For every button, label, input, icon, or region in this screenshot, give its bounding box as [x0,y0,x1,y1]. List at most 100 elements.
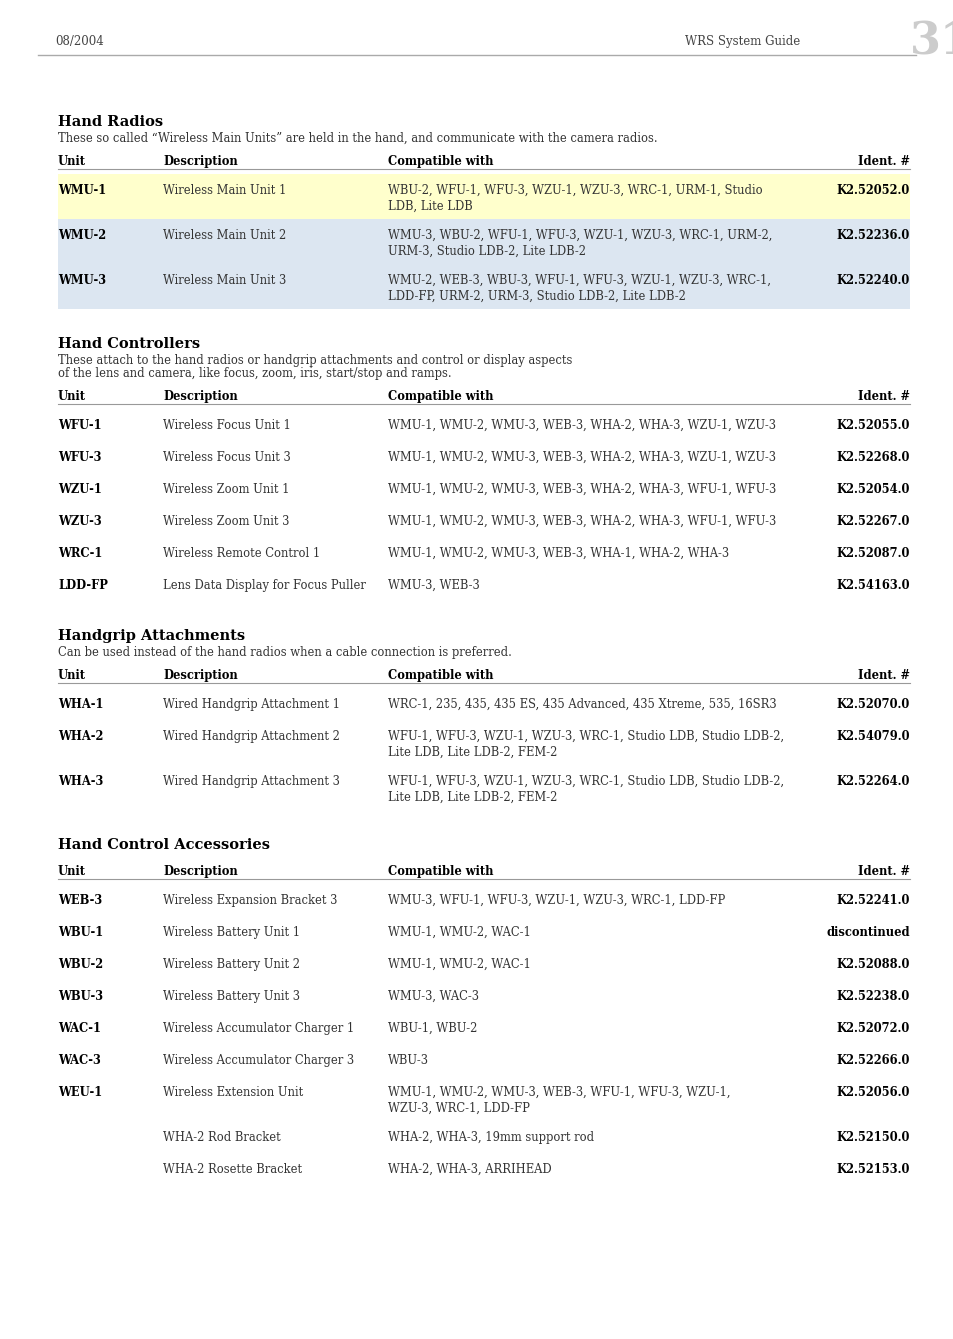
Text: Wireless Zoom Unit 1: Wireless Zoom Unit 1 [163,483,289,495]
Bar [58,220,909,264]
Text: LDD-FP, URM-2, URM-3, Studio LDB-2, Lite LDB-2: LDD-FP, URM-2, URM-3, Studio LDB-2, Lite… [388,289,685,303]
Text: Wireless Battery Unit 3: Wireless Battery Unit 3 [163,990,299,1003]
Text: Unit: Unit [58,865,86,878]
Text: K2.52241.0: K2.52241.0 [836,894,909,907]
Text: WHA-3: WHA-3 [58,775,103,787]
Text: K2.52150.0: K2.52150.0 [836,1131,909,1144]
Text: WMU-2, WEB-3, WBU-3, WFU-1, WFU-3, WZU-1, WZU-3, WRC-1,: WMU-2, WEB-3, WBU-3, WFU-1, WFU-3, WZU-1… [388,274,770,287]
Text: 31: 31 [909,20,953,63]
Bar [58,174,909,220]
Text: Ident. #: Ident. # [857,390,909,403]
Text: WHA-1: WHA-1 [58,698,103,711]
Text: Wireless Accumulator Charger 1: Wireless Accumulator Charger 1 [163,1022,354,1035]
Text: K2.52070.0: K2.52070.0 [836,698,909,711]
Text: Hand Radios: Hand Radios [58,115,163,129]
Text: Hand Controllers: Hand Controllers [58,337,200,351]
Text: WBU-2, WFU-1, WFU-3, WZU-1, WZU-3, WRC-1, URM-1, Studio: WBU-2, WFU-1, WFU-3, WZU-1, WZU-3, WRC-1… [388,183,761,197]
Text: Unit: Unit [58,670,86,682]
Text: WZU-1: WZU-1 [58,483,102,495]
Text: WMU-3: WMU-3 [58,274,106,287]
Text: LDD-FP: LDD-FP [58,578,108,592]
Text: Wired Handgrip Attachment 3: Wired Handgrip Attachment 3 [163,775,339,787]
Text: K2.52267.0: K2.52267.0 [836,516,909,528]
Text: Wireless Extension Unit: Wireless Extension Unit [163,1086,303,1099]
Text: WAC-1: WAC-1 [58,1022,101,1035]
Text: Wireless Remote Control 1: Wireless Remote Control 1 [163,548,320,560]
Text: Wireless Battery Unit 1: Wireless Battery Unit 1 [163,927,300,939]
Text: WHA-2 Rod Bracket: WHA-2 Rod Bracket [163,1131,280,1144]
Text: K2.52238.0: K2.52238.0 [836,990,909,1003]
Text: 08/2004: 08/2004 [55,36,104,48]
Text: WEB-3: WEB-3 [58,894,102,907]
Text: WMU-3, WBU-2, WFU-1, WFU-3, WZU-1, WZU-3, WRC-1, URM-2,: WMU-3, WBU-2, WFU-1, WFU-3, WZU-1, WZU-3… [388,229,772,242]
Text: WMU-3, WEB-3: WMU-3, WEB-3 [388,578,479,592]
Text: Compatible with: Compatible with [388,390,493,403]
Text: WZU-3: WZU-3 [58,516,102,528]
Text: K2.54163.0: K2.54163.0 [836,578,909,592]
Text: K2.54079.0: K2.54079.0 [836,730,909,743]
Text: of the lens and camera, like focus, zoom, iris, start/stop and ramps.: of the lens and camera, like focus, zoom… [58,367,451,380]
Text: Hand Control Accessories: Hand Control Accessories [58,838,270,852]
Text: These attach to the hand radios or handgrip attachments and control or display a: These attach to the hand radios or handg… [58,353,572,367]
Text: WMU-3, WAC-3: WMU-3, WAC-3 [388,990,478,1003]
Text: WMU-1, WMU-2, WMU-3, WEB-3, WHA-2, WHA-3, WZU-1, WZU-3: WMU-1, WMU-2, WMU-3, WEB-3, WHA-2, WHA-3… [388,419,775,432]
Text: K2.52088.0: K2.52088.0 [836,957,909,971]
Text: K2.52268.0: K2.52268.0 [836,451,909,465]
Text: Lite LDB, Lite LDB-2, FEM-2: Lite LDB, Lite LDB-2, FEM-2 [388,746,557,758]
Text: WFU-1: WFU-1 [58,419,102,432]
Text: WZU-3, WRC-1, LDD-FP: WZU-3, WRC-1, LDD-FP [388,1102,529,1114]
Text: Wireless Battery Unit 2: Wireless Battery Unit 2 [163,957,299,971]
Text: Description: Description [163,865,237,878]
Text: K2.52240.0: K2.52240.0 [836,274,909,287]
Text: K2.52266.0: K2.52266.0 [836,1054,909,1067]
Text: WBU-3: WBU-3 [58,990,103,1003]
Text: WMU-1, WMU-2, WMU-3, WEB-3, WHA-1, WHA-2, WHA-3: WMU-1, WMU-2, WMU-3, WEB-3, WHA-1, WHA-2… [388,548,728,560]
Text: Can be used instead of the hand radios when a cable connection is preferred.: Can be used instead of the hand radios w… [58,645,512,659]
Text: WHA-2, WHA-3, 19mm support rod: WHA-2, WHA-3, 19mm support rod [388,1131,594,1144]
Text: K2.52236.0: K2.52236.0 [836,229,909,242]
Text: Ident. #: Ident. # [857,670,909,682]
Text: WRS System Guide: WRS System Guide [684,36,800,48]
Text: Description: Description [163,670,237,682]
Text: WHA-2 Rosette Bracket: WHA-2 Rosette Bracket [163,1164,302,1176]
Text: K2.52153.0: K2.52153.0 [836,1164,909,1176]
Text: K2.52087.0: K2.52087.0 [836,548,909,560]
Text: WBU-3: WBU-3 [388,1054,429,1067]
Text: Lens Data Display for Focus Puller: Lens Data Display for Focus Puller [163,578,366,592]
Text: WAC-3: WAC-3 [58,1054,101,1067]
Text: WHA-2: WHA-2 [58,730,103,743]
Text: Wireless Focus Unit 1: Wireless Focus Unit 1 [163,419,291,432]
Bar [58,264,909,309]
Text: WMU-1, WMU-2, WAC-1: WMU-1, WMU-2, WAC-1 [388,957,530,971]
Text: Wired Handgrip Attachment 2: Wired Handgrip Attachment 2 [163,730,339,743]
Text: Unit: Unit [58,390,86,403]
Text: WBU-2: WBU-2 [58,957,103,971]
Text: WMU-1, WMU-2, WMU-3, WEB-3, WHA-2, WHA-3, WFU-1, WFU-3: WMU-1, WMU-2, WMU-3, WEB-3, WHA-2, WHA-3… [388,483,776,495]
Text: Wireless Main Unit 1: Wireless Main Unit 1 [163,183,286,197]
Text: LDB, Lite LDB: LDB, Lite LDB [388,200,473,213]
Text: Compatible with: Compatible with [388,155,493,167]
Text: WMU-1, WMU-2, WMU-3, WEB-3, WFU-1, WFU-3, WZU-1,: WMU-1, WMU-2, WMU-3, WEB-3, WFU-1, WFU-3… [388,1086,730,1099]
Text: K2.52264.0: K2.52264.0 [836,775,909,787]
Text: WMU-1: WMU-1 [58,183,106,197]
Text: Ident. #: Ident. # [857,155,909,167]
Text: K2.52056.0: K2.52056.0 [836,1086,909,1099]
Text: WMU-1, WMU-2, WAC-1: WMU-1, WMU-2, WAC-1 [388,927,530,939]
Text: URM-3, Studio LDB-2, Lite LDB-2: URM-3, Studio LDB-2, Lite LDB-2 [388,245,585,257]
Text: WBU-1, WBU-2: WBU-1, WBU-2 [388,1022,476,1035]
Text: Wireless Main Unit 2: Wireless Main Unit 2 [163,229,286,242]
Text: Ident. #: Ident. # [857,865,909,878]
Text: Wireless Focus Unit 3: Wireless Focus Unit 3 [163,451,291,465]
Text: WBU-1: WBU-1 [58,927,103,939]
Text: Wired Handgrip Attachment 1: Wired Handgrip Attachment 1 [163,698,339,711]
Text: Wireless Accumulator Charger 3: Wireless Accumulator Charger 3 [163,1054,354,1067]
Text: WEU-1: WEU-1 [58,1086,102,1099]
Text: K2.52054.0: K2.52054.0 [836,483,909,495]
Text: WMU-1, WMU-2, WMU-3, WEB-3, WHA-2, WHA-3, WZU-1, WZU-3: WMU-1, WMU-2, WMU-3, WEB-3, WHA-2, WHA-3… [388,451,775,465]
Text: Handgrip Attachments: Handgrip Attachments [58,629,245,643]
Text: WRC-1: WRC-1 [58,548,102,560]
Text: These so called “Wireless Main Units” are held in the hand, and communicate with: These so called “Wireless Main Units” ar… [58,133,657,145]
Text: Unit: Unit [58,155,86,167]
Text: WMU-1, WMU-2, WMU-3, WEB-3, WHA-2, WHA-3, WFU-1, WFU-3: WMU-1, WMU-2, WMU-3, WEB-3, WHA-2, WHA-3… [388,516,776,528]
Text: WFU-1, WFU-3, WZU-1, WZU-3, WRC-1, Studio LDB, Studio LDB-2,: WFU-1, WFU-3, WZU-1, WZU-3, WRC-1, Studi… [388,775,783,787]
